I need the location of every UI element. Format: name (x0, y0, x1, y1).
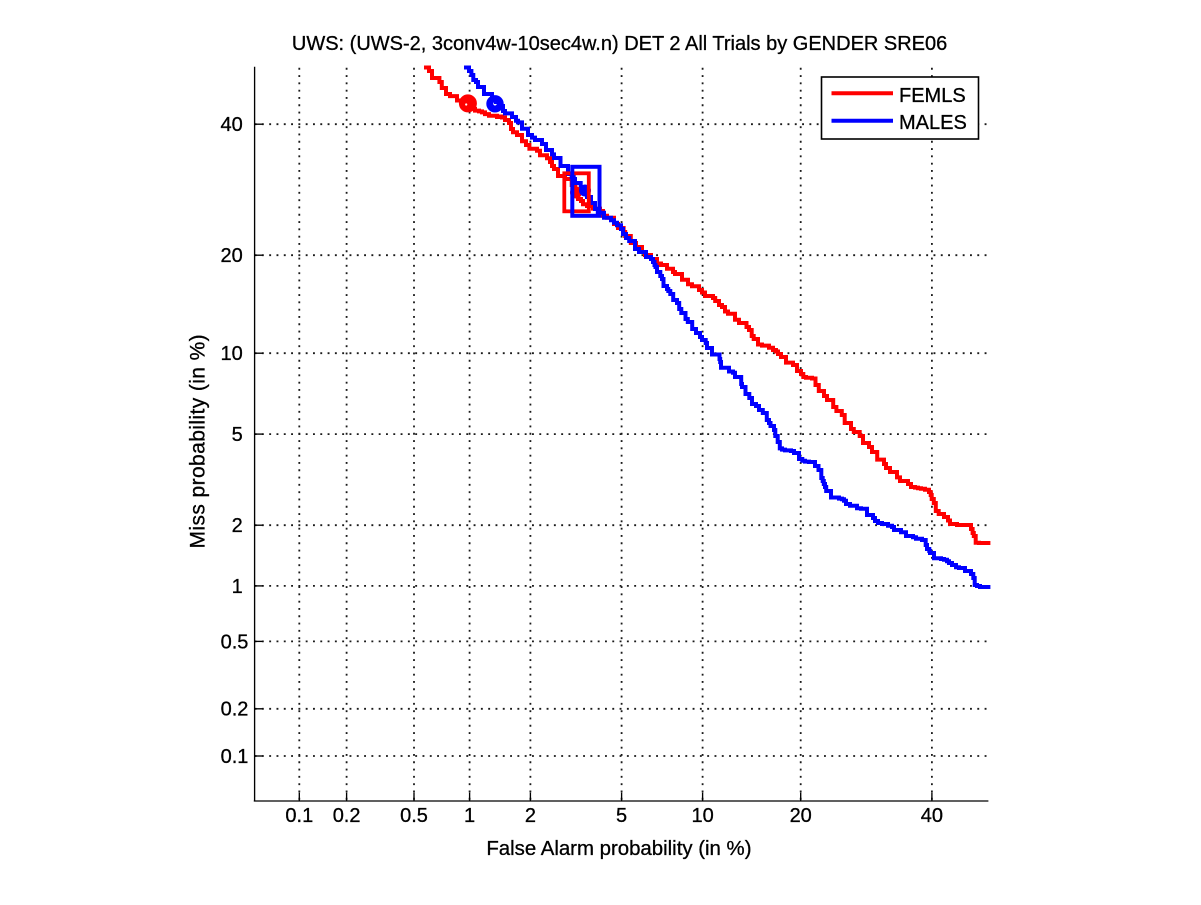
svg-text:10: 10 (691, 805, 713, 827)
svg-text:20: 20 (221, 245, 243, 267)
svg-text:10: 10 (221, 343, 243, 365)
svg-text:0.1: 0.1 (285, 805, 313, 827)
svg-text:5: 5 (616, 805, 627, 827)
svg-text:0.5: 0.5 (221, 631, 249, 653)
svg-text:1: 1 (464, 805, 475, 827)
svg-text:40: 40 (921, 805, 943, 827)
svg-text:2: 2 (525, 805, 536, 827)
svg-text:0.1: 0.1 (221, 746, 249, 768)
svg-text:UWS: (UWS-2, 3conv4w-10sec4w.n: UWS: (UWS-2, 3conv4w-10sec4w.n) DET 2 Al… (292, 33, 947, 55)
svg-text:0.2: 0.2 (333, 805, 361, 827)
svg-text:0.5: 0.5 (400, 805, 428, 827)
svg-text:20: 20 (790, 805, 812, 827)
svg-text:0.2: 0.2 (221, 699, 249, 721)
svg-text:MALES: MALES (899, 112, 967, 134)
svg-text:40: 40 (221, 114, 243, 136)
svg-text:Miss probability (in %): Miss probability (in %) (187, 334, 210, 549)
svg-text:5: 5 (232, 424, 243, 446)
svg-text:1: 1 (232, 576, 243, 598)
svg-text:FEMLS: FEMLS (899, 85, 966, 107)
svg-text:2: 2 (232, 515, 243, 537)
svg-text:False Alarm probability (in %): False Alarm probability (in %) (486, 838, 751, 860)
